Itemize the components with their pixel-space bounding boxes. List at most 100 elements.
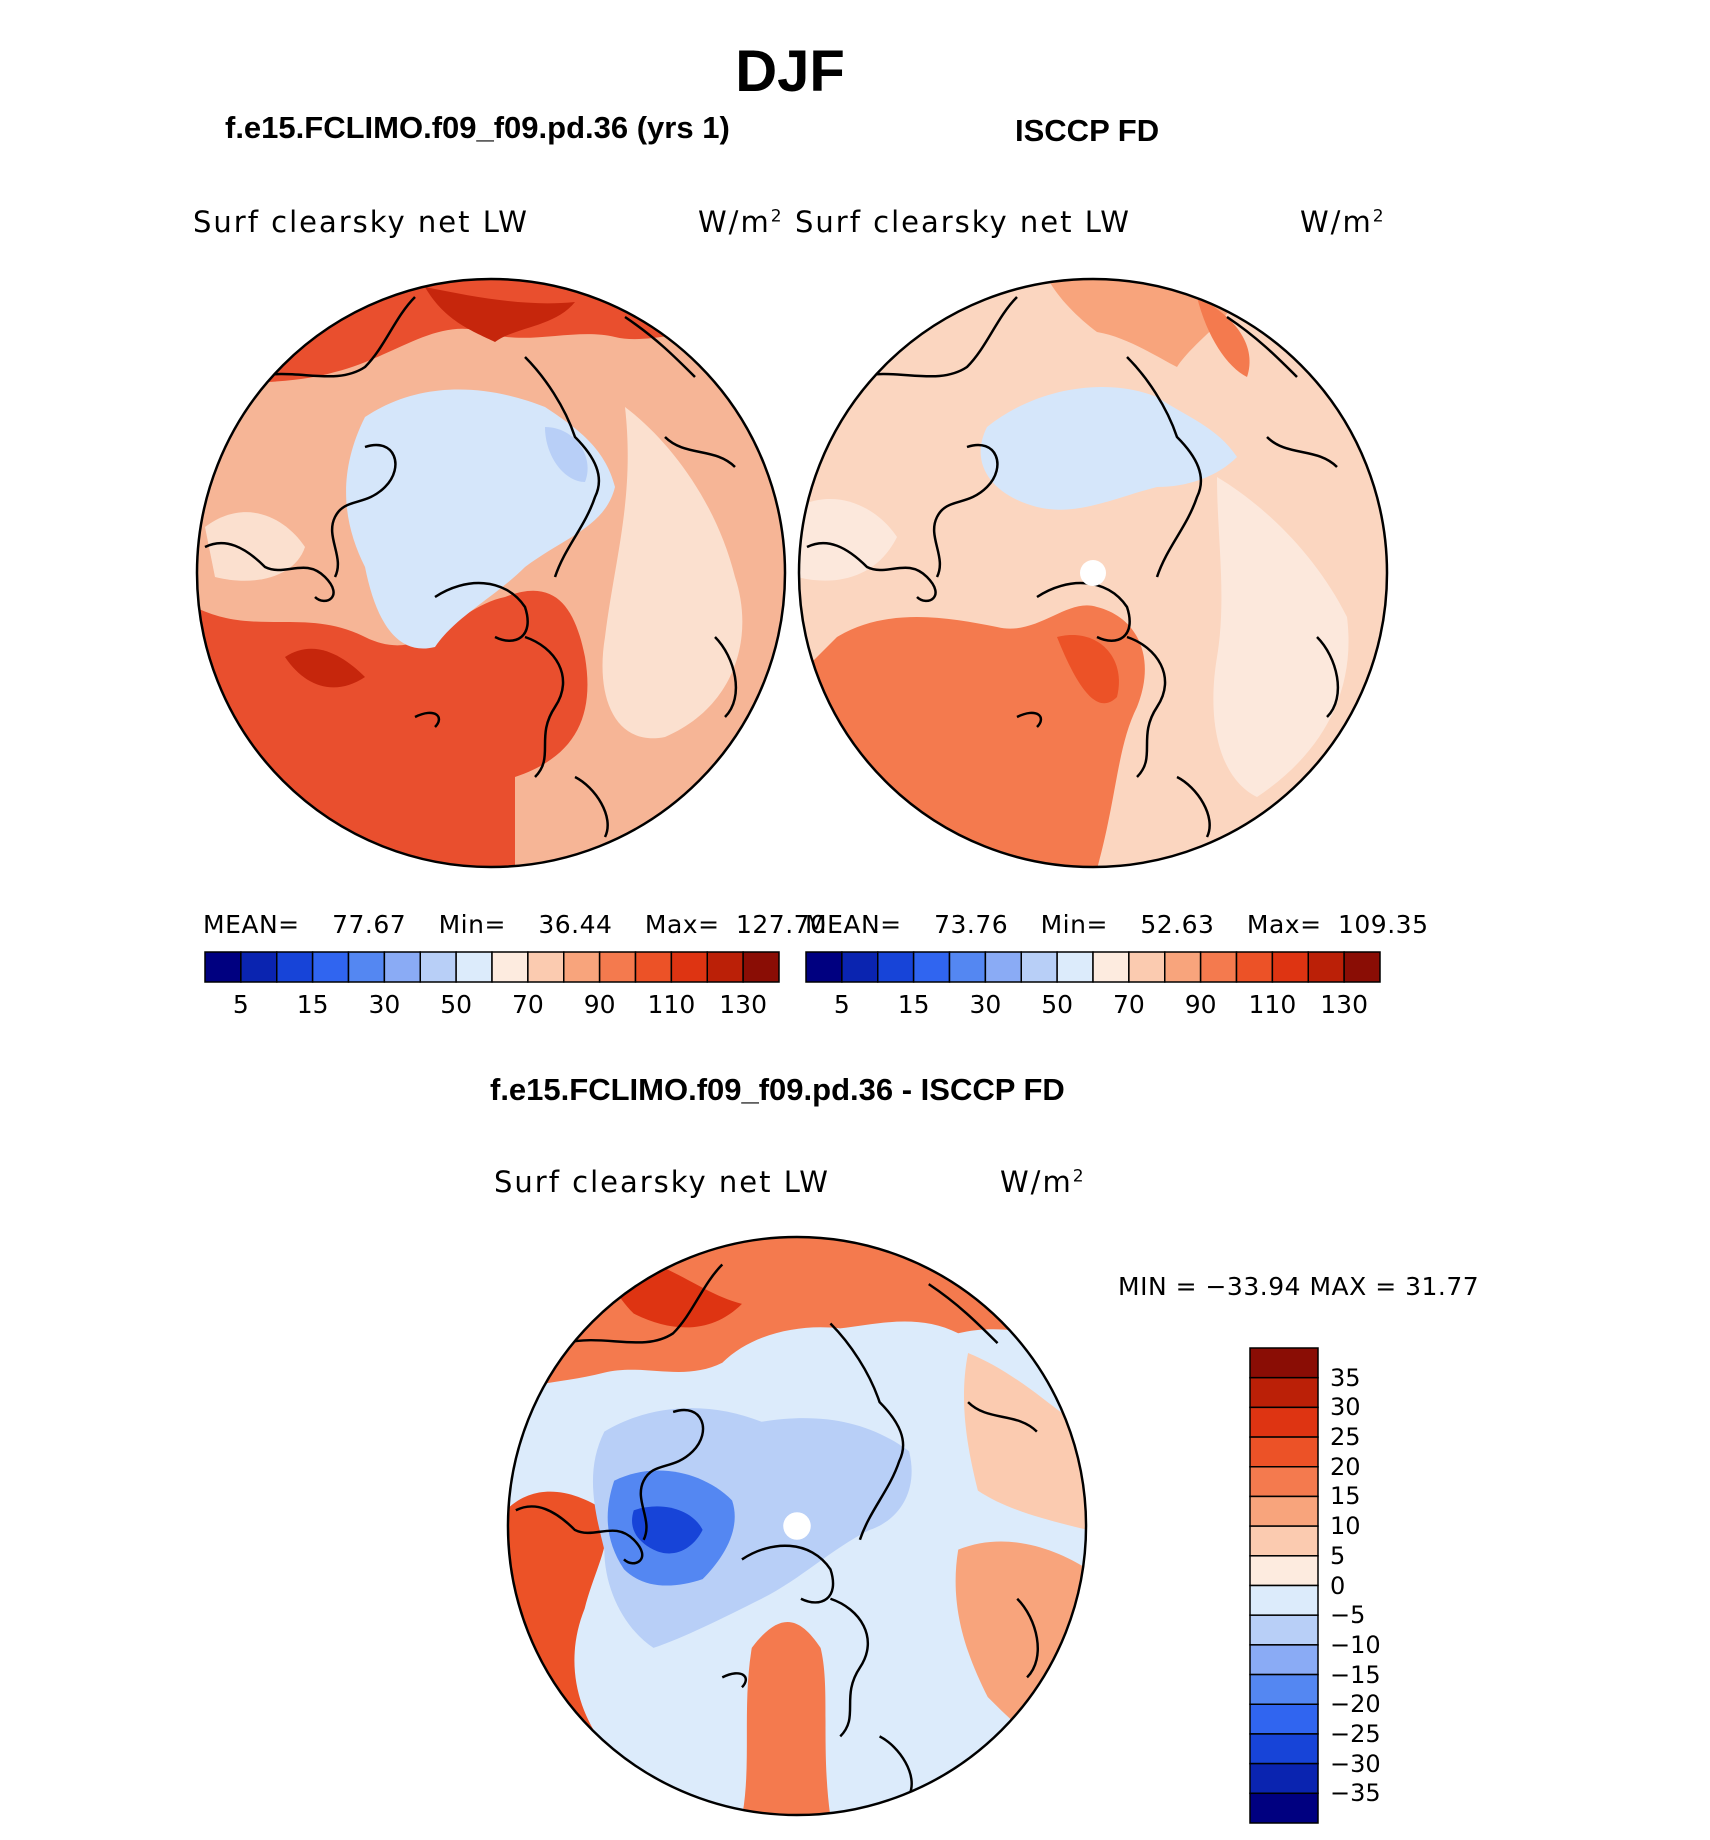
colorbar-tick-label: 130 [719, 990, 767, 1019]
min-label-obs: Min= [1040, 910, 1108, 939]
colorbar-swatch [1199, 951, 1238, 983]
colorbar-swatch [670, 951, 708, 983]
colorbar-tick-label: −15 [1330, 1660, 1381, 1689]
colorbar-swatch [805, 951, 843, 983]
field-cooler-patch [545, 427, 588, 482]
colorbar-tick-label: −25 [1330, 1719, 1381, 1748]
colorbar-swatch [311, 951, 350, 983]
coastline-a [204, 296, 738, 838]
colorbar-tick-label: −5 [1330, 1601, 1366, 1630]
colorbar-swatch [1249, 1644, 1319, 1676]
colorbar-ticks-model: 5 15 30 50 70 90 110 130 [205, 990, 779, 1024]
colorbar-tick-label: 90 [583, 990, 616, 1019]
colorbar-tick-label: 30 [969, 990, 1002, 1019]
colorbar-swatch [1020, 951, 1058, 983]
colorbar-tick-label: 130 [1320, 990, 1368, 1019]
colorbar-diff [1249, 1347, 1319, 1824]
panel-title-model: f.e15.FCLIMO.f09_f09.pd.36 (yrs 1) [225, 110, 730, 145]
coastline-b [806, 296, 1340, 838]
max-label-obs: Max= [1246, 910, 1322, 939]
colorbar-swatch [1249, 1525, 1319, 1557]
field-warmest-atlantic [285, 648, 365, 688]
colorbar-tick-label: 70 [1112, 990, 1145, 1019]
missing-data-pole [1080, 560, 1106, 586]
colorbar-swatch [742, 951, 780, 983]
field-warm-top [1047, 279, 1247, 367]
colorbar-swatch [1235, 951, 1274, 983]
colorbar-swatch [491, 951, 529, 983]
colorbar-swatch [1249, 1703, 1319, 1735]
colorbar-tick-label: −10 [1330, 1630, 1381, 1659]
variable-label-diff: Surf clearsky net LW [494, 1165, 830, 1199]
colorbar-swatch [598, 951, 637, 983]
colorbar-swatch [948, 951, 987, 983]
colorbar-tick-label: 25 [1330, 1423, 1361, 1452]
colorbar-tick-label: 110 [647, 990, 696, 1019]
colorbar-ticks-diff: 35 30 25 20 15 10 5 0 −5 −10 −15 −20 −25 −30 −35 [1330, 1348, 1410, 1823]
colorbar-swatch [1307, 951, 1345, 983]
colorbar-swatch [877, 951, 915, 983]
field-cool-arctic [346, 389, 615, 649]
colorbar-tick-label: −35 [1330, 1779, 1381, 1808]
colorbar-tick-label: 0 [1330, 1571, 1346, 1600]
colorbar-swatch [527, 951, 565, 983]
stats-obs: MEAN= 73.76 Min= 52.63 Max= 109.35 [805, 910, 1428, 939]
mean-value-model: 77.67 [332, 910, 407, 939]
colorbar-tick-label: 5 [232, 990, 249, 1019]
colorbar-swatch [1249, 1673, 1319, 1705]
colorbar-swatch [1249, 1376, 1319, 1409]
colorbar-swatch [1249, 1792, 1319, 1824]
colorbar-swatch [1128, 951, 1166, 983]
stats-model: MEAN= 77.67 Min= 36.44 Max= 127.70 [203, 910, 826, 939]
colorbar-swatch [240, 951, 278, 983]
main-title: DJF [735, 39, 845, 104]
colorbar-tick-label: −20 [1330, 1690, 1381, 1719]
colorbar-swatch [1249, 1555, 1319, 1587]
colorbar-swatch [984, 951, 1022, 983]
colorbar-swatch [1249, 1762, 1319, 1795]
colorbar-tick-label: 90 [1184, 990, 1217, 1019]
field-mid-land-right [1213, 477, 1349, 797]
field-cool-arctic [980, 387, 1237, 510]
coastline-c [515, 1263, 1039, 1796]
field-coolest-arctic [632, 1506, 703, 1554]
polar-map-obs [797, 277, 1389, 869]
field-warmest-top [425, 287, 575, 342]
field-mid-land-right [602, 407, 743, 739]
colorbar-model [204, 951, 780, 983]
field-light-warm-right [964, 1352, 1087, 1530]
polar-map-model [195, 277, 787, 869]
colorbar-tick-label: 20 [1330, 1452, 1361, 1481]
colorbar-tick-label: 35 [1330, 1363, 1361, 1392]
mean-label-obs: MEAN= [805, 910, 902, 939]
colorbar-swatch [1271, 951, 1309, 983]
colorbar-tick-label: 15 [897, 990, 930, 1019]
field-warm-right [1197, 297, 1250, 377]
panel-title-obs: ISCCP FD [1015, 113, 1160, 148]
colorbar-swatch [563, 951, 601, 983]
colorbar-swatch [1249, 1406, 1319, 1438]
max-value-model: 127.70 [736, 910, 827, 939]
colorbar-swatch [1056, 951, 1094, 983]
diff-title: f.e15.FCLIMO.f09_f09.pd.36 - ISCCP FD [490, 1072, 1065, 1107]
mean-label-model: MEAN= [203, 910, 300, 939]
colorbar-tick-label: 70 [511, 990, 544, 1019]
colorbar-swatch [383, 951, 421, 983]
colorbar-tick-label: 30 [368, 990, 401, 1019]
colorbar-tick-label: 50 [1041, 990, 1074, 1019]
colorbar-swatch [1164, 951, 1202, 983]
colorbar-tick-label: 110 [1248, 990, 1297, 1019]
colorbar-swatch [347, 951, 386, 983]
field-mid-land-left [799, 499, 897, 581]
colorbar-tick-label: 15 [296, 990, 329, 1019]
colorbar-obs [805, 951, 1381, 983]
variable-label-obs: Surf clearsky net LW [795, 205, 1131, 239]
min-value-obs: 52.63 [1140, 910, 1215, 939]
colorbar-ticks-obs: 5 15 30 50 70 90 110 130 [806, 990, 1380, 1024]
mean-value-obs: 73.76 [934, 910, 1009, 939]
field-cool-arctic [592, 1408, 912, 1648]
colorbar-swatch [204, 951, 242, 983]
min-label-model: Min= [438, 910, 506, 939]
colorbar-tick-label: 15 [1330, 1482, 1361, 1511]
polar-map-diff [506, 1235, 1088, 1817]
